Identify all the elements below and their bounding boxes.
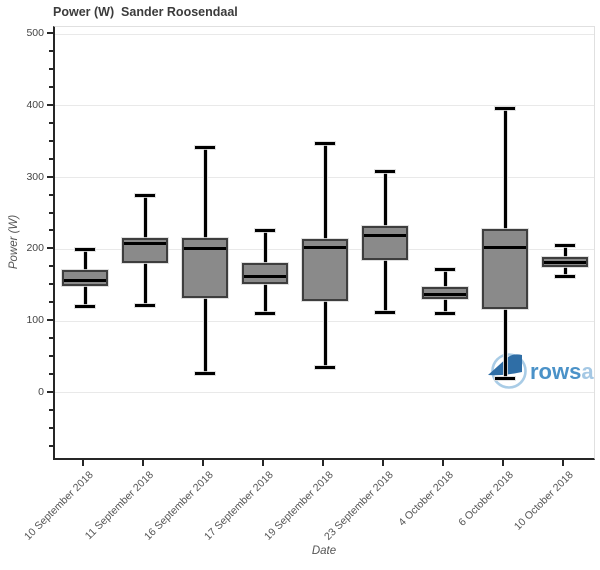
whisker-cap-high <box>555 243 575 247</box>
median-line <box>184 247 226 251</box>
x-tick <box>262 460 264 466</box>
median-line <box>124 242 166 246</box>
plot-area: rowsandall <box>53 26 595 460</box>
median-line <box>64 278 106 282</box>
box-iqr <box>62 270 108 286</box>
median-line <box>544 260 586 264</box>
box-iqr <box>242 263 288 284</box>
whisker-cap-low <box>495 377 515 380</box>
whisker-cap-high <box>435 267 455 271</box>
x-tick-label: 17 September 2018 <box>201 469 276 543</box>
x-tick <box>142 460 144 466</box>
watermark-text-bold: rows <box>530 359 581 384</box>
box-iqr <box>122 237 168 263</box>
x-tick <box>322 460 324 466</box>
whisker-cap-high <box>195 146 215 150</box>
median-line <box>304 245 346 249</box>
box-iqr <box>362 226 408 261</box>
median-line <box>424 293 466 297</box>
gridline <box>55 392 594 394</box>
whisker-cap-high <box>135 194 155 198</box>
whisker-cap-high <box>315 142 335 146</box>
whisker-cap-low <box>435 312 455 316</box>
whisker-cap-high <box>75 247 95 251</box>
x-tick <box>202 460 204 466</box>
x-axis-title: Date <box>311 545 337 557</box>
whisker-cap-high <box>375 170 395 174</box>
x-tick <box>382 460 384 466</box>
median-line <box>244 275 286 279</box>
box-iqr <box>482 229 528 309</box>
x-tick-label: 4 October 2018 <box>395 469 456 529</box>
whisker-cap-low <box>255 312 275 316</box>
x-tick-label: 23 September 2018 <box>321 469 396 543</box>
x-tick-label: 10 October 2018 <box>511 469 576 533</box>
whisker-cap-low <box>195 371 215 375</box>
watermark-logo: rowsandall <box>488 353 595 389</box>
whisker-cap-low <box>135 303 155 307</box>
watermark-text: rowsandall <box>530 359 595 384</box>
whisker-cap-low <box>75 305 95 309</box>
x-tick <box>442 460 444 466</box>
whisker-cap-high <box>255 228 275 232</box>
gridline <box>55 33 594 35</box>
x-tick <box>502 460 504 466</box>
median-line <box>364 233 406 237</box>
x-tick-label: 19 September 2018 <box>261 469 336 543</box>
x-tick-label: 11 September 2018 <box>82 469 156 543</box>
whisker-cap-low <box>555 275 575 279</box>
x-tick-label: 16 September 2018 <box>141 469 216 543</box>
y-tick-label: 0 <box>38 385 44 398</box>
y-tick-label: 500 <box>26 27 44 40</box>
chart-title: Power (W) Sander Roosendaal <box>53 5 238 19</box>
x-tick-label: 6 October 2018 <box>455 469 516 529</box>
watermark-text-light: andall <box>581 359 595 384</box>
x-tick-label: 10 September 2018 <box>21 469 96 543</box>
y-tick-label: 400 <box>26 98 44 111</box>
y-tick-label: 100 <box>26 314 44 327</box>
y-axis-title: Power (W) <box>8 214 20 270</box>
gridline <box>55 105 594 107</box>
median-line <box>484 246 526 250</box>
x-tick <box>82 460 84 466</box>
whisker-cap-high <box>495 106 515 110</box>
x-tick <box>562 460 564 466</box>
whisker-cap-low <box>315 366 335 370</box>
y-tick-label: 300 <box>26 170 44 183</box>
y-tick-label: 200 <box>26 242 44 255</box>
box-iqr <box>302 238 348 302</box>
whisker-cap-low <box>375 311 395 314</box>
